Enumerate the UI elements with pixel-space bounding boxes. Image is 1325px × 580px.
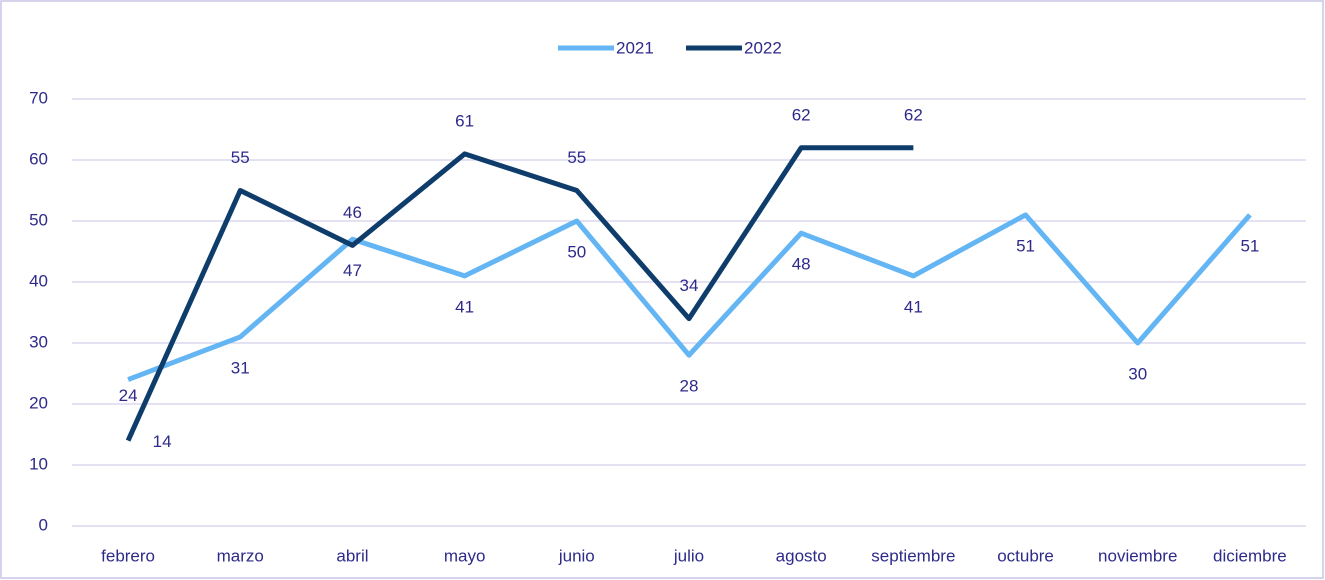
data-label: 50 xyxy=(567,242,586,261)
x-tick-label: noviembre xyxy=(1098,546,1177,565)
x-tick-label: abril xyxy=(336,546,368,565)
y-tick-label: 40 xyxy=(29,271,48,290)
series-line xyxy=(127,212,1252,382)
data-label: 31 xyxy=(231,358,250,377)
data-label: 51 xyxy=(1016,236,1035,255)
x-tick-label: julio xyxy=(673,546,704,565)
legend-label: 2021 xyxy=(616,38,654,57)
y-tick-label: 60 xyxy=(29,149,48,168)
legend-label: 2022 xyxy=(744,38,782,57)
y-tick-label: 50 xyxy=(29,210,48,229)
data-label: 62 xyxy=(904,105,923,124)
x-tick-label: diciembre xyxy=(1213,546,1287,565)
data-label: 51 xyxy=(1240,236,1259,255)
data-label: 14 xyxy=(153,432,172,451)
data-label: 61 xyxy=(455,111,474,130)
data-label: 46 xyxy=(343,203,362,222)
data-label: 34 xyxy=(680,276,699,295)
y-tick-label: 10 xyxy=(29,454,48,473)
x-tick-label: junio xyxy=(558,546,595,565)
data-label: 41 xyxy=(455,297,474,316)
data-label: 62 xyxy=(792,105,811,124)
y-tick-label: 70 xyxy=(29,88,48,107)
x-tick-label: marzo xyxy=(217,546,264,565)
data-label: 41 xyxy=(904,297,923,316)
data-label: 30 xyxy=(1128,364,1147,383)
y-tick-label: 30 xyxy=(29,332,48,351)
y-tick-label: 20 xyxy=(29,393,48,412)
data-label: 47 xyxy=(343,261,362,280)
data-label: 48 xyxy=(792,255,811,274)
x-tick-label: agosto xyxy=(776,546,827,565)
series-line xyxy=(125,145,914,442)
data-label: 55 xyxy=(567,148,586,167)
data-label: 24 xyxy=(119,386,138,405)
x-tick-label: mayo xyxy=(444,546,486,565)
data-label: 55 xyxy=(231,148,250,167)
x-tick-label: octubre xyxy=(997,546,1054,565)
data-label: 28 xyxy=(680,377,699,396)
y-tick-label: 0 xyxy=(39,515,48,534)
x-tick-label: septiembre xyxy=(871,546,955,565)
x-tick-label: febrero xyxy=(101,546,155,565)
